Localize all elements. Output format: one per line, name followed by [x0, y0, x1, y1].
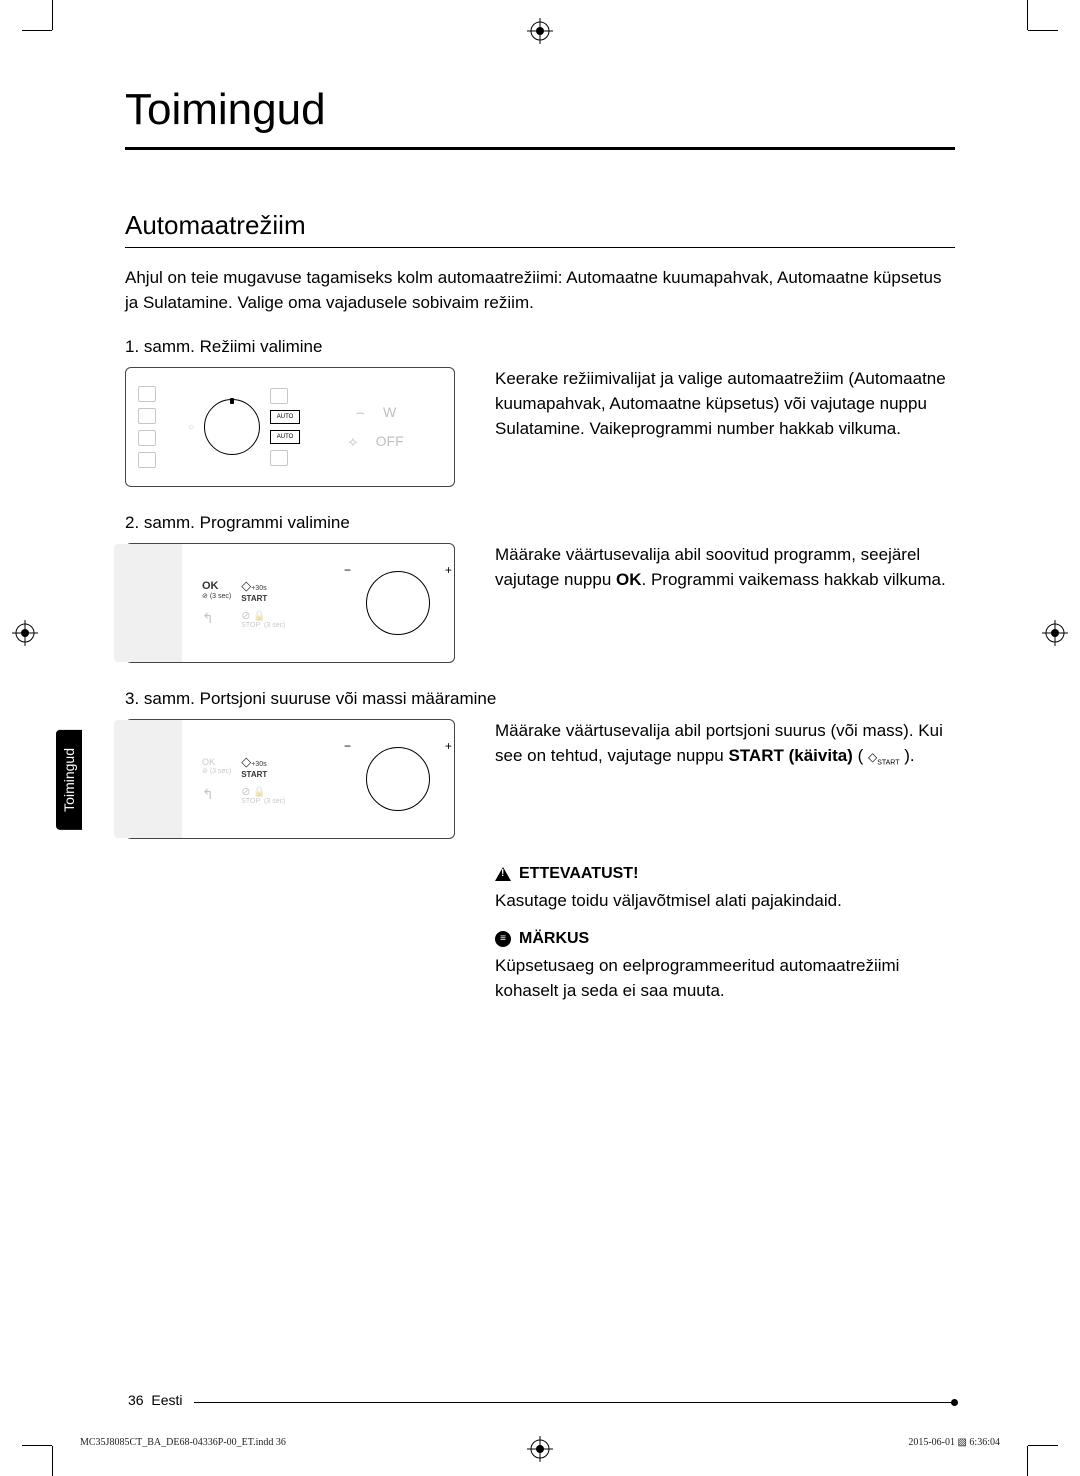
value-dial-icon: [366, 747, 430, 811]
section-rule: [125, 247, 955, 248]
step3-text: Määrake väärtusevalija abil portsjoni su…: [495, 719, 955, 768]
value-dial-icon: [366, 571, 430, 635]
ok-label: OK: [202, 757, 215, 767]
caution-text: Kasutage toidu väljavõtmisel alati pajak…: [495, 889, 955, 914]
imprint-date: 2015-06-01 ▧ 6:36:04: [908, 1437, 1000, 1448]
footer-rule: [194, 1402, 954, 1403]
display-area: [114, 544, 182, 662]
start-label: START: [241, 770, 285, 779]
value-dial: − +: [358, 747, 438, 811]
control-panel-step2: OK⊘ (3 sec) ◇+30sSTART ↰ ⊘ 🔒STOP (3 sec)…: [125, 543, 455, 663]
registration-mark-icon: [1042, 620, 1068, 646]
control-panel-step1: ○ AUTO AUTO ⌢W ⟡OFF: [125, 367, 455, 487]
button-grid: OK⊘ (3 sec) ◇+30sSTART ↰ ⊘ 🔒STOP (3 sec): [202, 754, 285, 805]
value-dial: − +: [358, 571, 438, 635]
display-area: [114, 720, 182, 838]
caution-label: ETTEVAATUST!: [519, 865, 638, 883]
plus-label: +: [445, 739, 452, 753]
note-heading: ≡ MÄRKUS: [495, 930, 955, 948]
crop-mark: [22, 30, 52, 31]
crop-mark: [1028, 1445, 1058, 1446]
crop-mark: [52, 1446, 53, 1476]
registration-mark-icon: [527, 18, 553, 44]
crop-mark: [52, 0, 53, 30]
step1-row: ○ AUTO AUTO ⌢W ⟡OFF Keerake režiimivalij…: [125, 367, 955, 487]
plus-label: +: [445, 563, 452, 577]
start-label: START: [241, 594, 285, 603]
mode-labels: AUTO AUTO: [270, 388, 300, 466]
intro-text: Ahjul on teie mugavuse tagamiseks kolm a…: [125, 266, 955, 315]
note-text: Küpsetusaeg on eelprogrammeeritud automa…: [495, 954, 955, 1003]
step3-row: OK⊘ (3 sec) ◇+30sSTART ↰ ⊘ 🔒STOP (3 sec)…: [125, 719, 955, 839]
auto-label: AUTO: [277, 414, 294, 420]
imprint-file: MC35J8085CT_BA_DE68-04336P-00_ET.indd 36: [80, 1437, 286, 1448]
note-label: MÄRKUS: [519, 930, 589, 948]
page-title: Toimingud: [125, 85, 955, 135]
minus-label: −: [344, 739, 351, 753]
start-icon: ◇START: [868, 750, 900, 764]
step3-title: 3. samm. Portsjoni suuruse või massi mää…: [125, 689, 955, 709]
section-title: Automaatrežiim: [125, 210, 955, 241]
side-tab: Toimingud: [56, 730, 82, 830]
crop-mark: [1028, 30, 1058, 31]
caution-heading: ETTEVAATUST!: [495, 865, 955, 883]
page-number: 36: [128, 1392, 144, 1408]
footer-language: Eesti: [151, 1392, 182, 1408]
auto-label: AUTO: [277, 434, 294, 440]
step2-row: OK⊘ (3 sec) ◇+30sSTART ↰ ⊘ 🔒STOP (3 sec)…: [125, 543, 955, 663]
step1-title: 1. samm. Režiimi valimine: [125, 337, 955, 357]
title-rule: [125, 147, 955, 150]
mode-icons-left: [138, 386, 178, 468]
panel-icons-right: ⌢W ⟡OFF: [310, 404, 442, 450]
button-grid: OK⊘ (3 sec) ◇+30sSTART ↰ ⊘ 🔒STOP (3 sec): [202, 578, 285, 629]
crop-mark: [1027, 1446, 1028, 1476]
note-icon: ≡: [495, 931, 511, 947]
step2-text: Määrake väärtusevalija abil soovitud pro…: [495, 543, 955, 592]
warning-icon: [495, 867, 511, 881]
crop-mark: [1027, 0, 1028, 30]
step1-text: Keerake režiimivalijat ja valige automaa…: [495, 367, 955, 441]
registration-mark-icon: [12, 620, 38, 646]
mode-dial-icon: [204, 399, 260, 455]
step2-title: 2. samm. Programmi valimine: [125, 513, 955, 533]
crop-mark: [22, 1445, 52, 1446]
page-footer: 36 Eesti: [128, 1392, 954, 1408]
ok-label: OK: [202, 580, 219, 592]
minus-label: −: [344, 563, 351, 577]
control-panel-step3: OK⊘ (3 sec) ◇+30sSTART ↰ ⊘ 🔒STOP (3 sec)…: [125, 719, 455, 839]
imprint-line: MC35J8085CT_BA_DE68-04336P-00_ET.indd 36…: [80, 1437, 1000, 1448]
